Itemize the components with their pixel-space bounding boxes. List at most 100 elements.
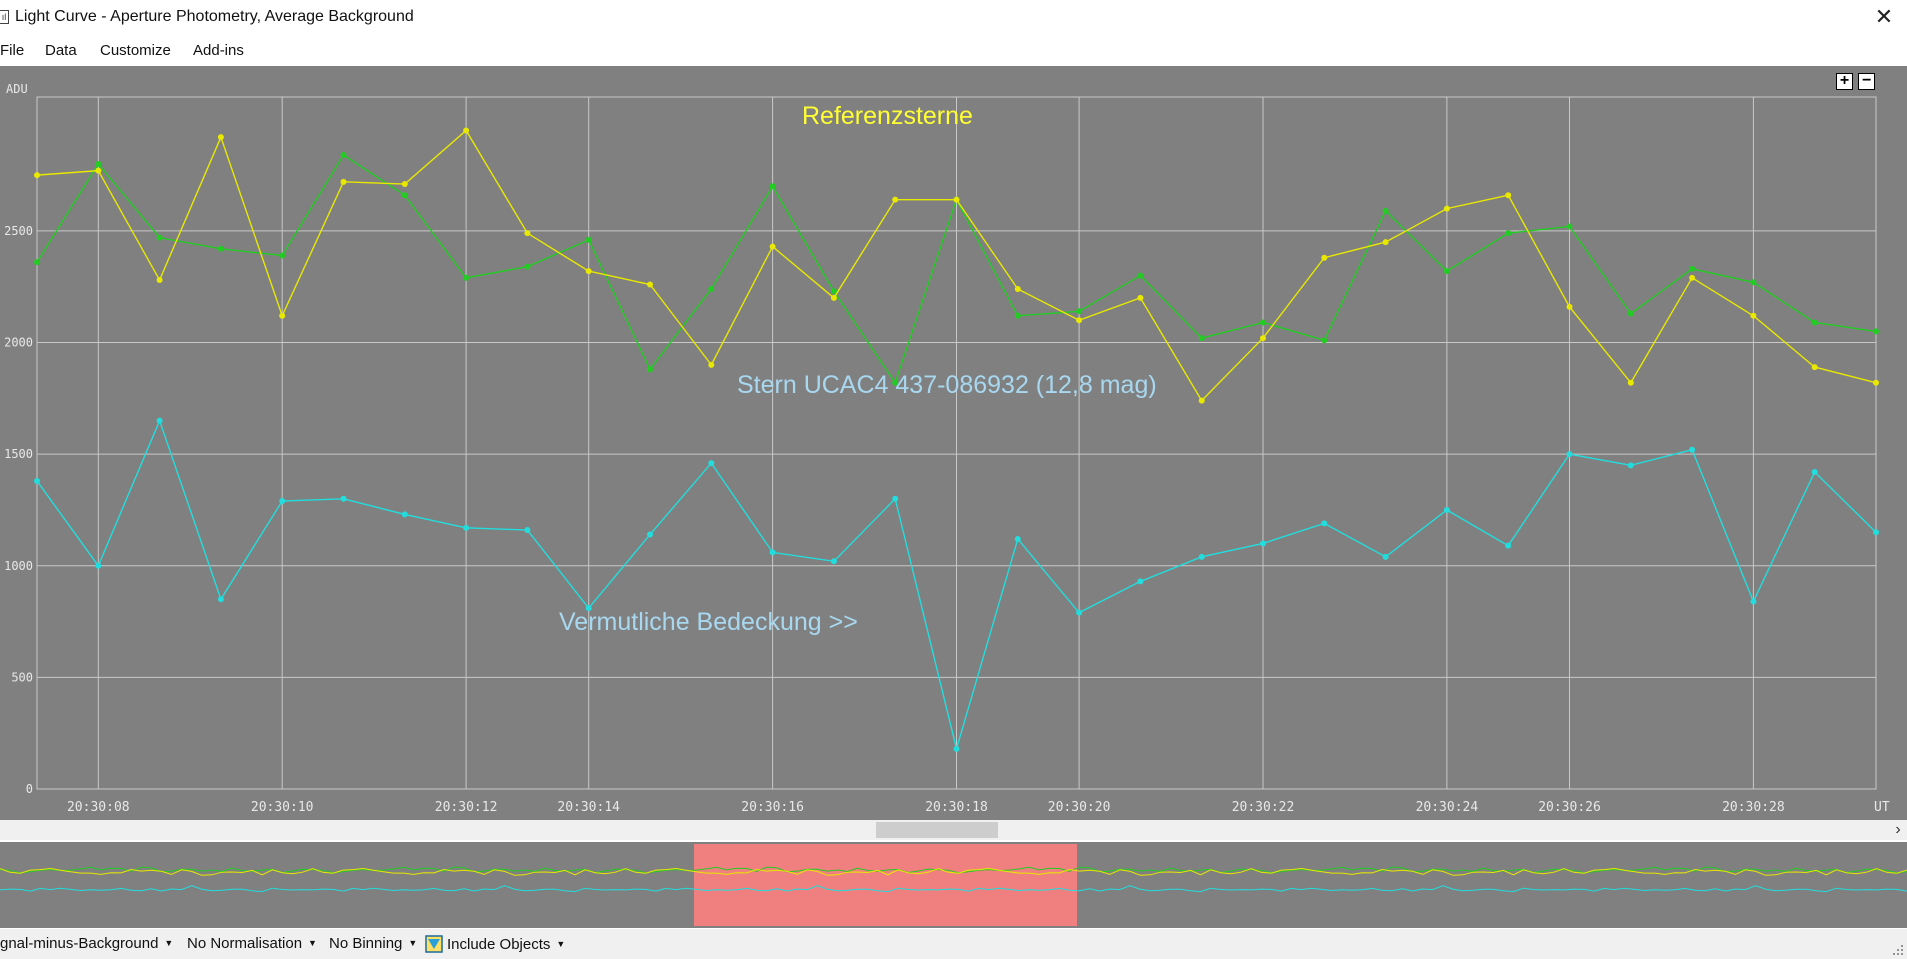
- data-point: [830, 294, 837, 301]
- data-point: [95, 562, 102, 569]
- data-point: [463, 274, 470, 281]
- data-point: [1627, 462, 1634, 469]
- data-point: [1260, 540, 1266, 547]
- data-point: [524, 230, 531, 237]
- data-point: [217, 596, 224, 603]
- data-point: [830, 288, 837, 295]
- data-point: [1505, 192, 1512, 199]
- data-point: [1076, 609, 1083, 616]
- include-objects-icon: [425, 935, 443, 953]
- data-point: [953, 745, 960, 752]
- menu-add-ins[interactable]: Add-ins: [193, 42, 244, 59]
- data-point: [647, 366, 653, 373]
- data-point: [1382, 239, 1389, 246]
- data-point: [156, 234, 163, 241]
- menu-file[interactable]: File: [0, 42, 25, 59]
- data-point: [340, 178, 347, 185]
- data-point: [1321, 337, 1328, 344]
- data-point: [217, 245, 224, 252]
- overview-series-line: [0, 885, 1907, 893]
- data-point: [830, 558, 837, 565]
- data-point: [463, 524, 470, 531]
- menu-data[interactable]: Data: [45, 42, 77, 59]
- zoom-in-button[interactable]: +: [1836, 73, 1853, 90]
- window-title: Light Curve - Aperture Photometry, Avera…: [15, 8, 414, 25]
- dropdown-caret-icon: ▼: [164, 938, 174, 948]
- x-tick-label: 20:30:16: [741, 800, 804, 815]
- overview-selection: [694, 844, 1077, 926]
- overview-series-line: [0, 867, 1907, 876]
- binning-label: No Binning: [329, 935, 403, 952]
- overview-strip[interactable]: [0, 842, 1907, 928]
- data-point: [1566, 451, 1573, 458]
- overview-plot: [0, 844, 1907, 926]
- data-point: [1260, 319, 1266, 326]
- data-point: [1811, 319, 1818, 326]
- title-bar: ıl Light Curve - Aperture Photometry, Av…: [0, 0, 1907, 34]
- data-point: [585, 236, 592, 243]
- resize-grip-icon[interactable]: [1892, 944, 1904, 956]
- data-point: [892, 196, 899, 203]
- data-point: [1198, 335, 1205, 342]
- data-point: [708, 285, 715, 292]
- zoom-out-button[interactable]: −: [1858, 73, 1875, 90]
- data-point: [708, 460, 715, 467]
- data-point: [340, 152, 347, 159]
- y-tick-label: 1000: [4, 559, 33, 573]
- signal-mode-dropdown[interactable]: gnal-minus-Background ▼: [0, 935, 173, 952]
- data-point: [401, 511, 408, 518]
- x-tick-label: 20:30:08: [67, 800, 130, 815]
- chart-icon: ıl: [0, 10, 9, 24]
- data-point: [892, 495, 899, 502]
- data-point: [1382, 553, 1389, 560]
- status-bar: gnal-minus-Background ▼ No Normalisation ▼…: [0, 929, 1907, 959]
- data-point: [1689, 265, 1696, 272]
- data-point: [1627, 379, 1634, 386]
- y-tick-label: 0: [26, 782, 33, 796]
- data-point: [156, 277, 163, 284]
- normalisation-label: No Normalisation: [187, 935, 303, 952]
- data-point: [1014, 285, 1021, 292]
- binning-dropdown[interactable]: No Binning ▼: [329, 935, 417, 952]
- close-button[interactable]: ✕: [1874, 4, 1894, 29]
- data-point: [1137, 272, 1144, 279]
- data-point: [1750, 279, 1757, 286]
- dropdown-caret-icon: ▼: [408, 938, 418, 948]
- data-point: [34, 477, 40, 484]
- data-point: [647, 281, 653, 288]
- data-point: [279, 498, 286, 505]
- data-point: [1627, 310, 1634, 317]
- data-point: [1750, 312, 1757, 319]
- y-axis-label: ADU: [6, 82, 28, 96]
- x-axis-label: UT: [1874, 800, 1890, 815]
- x-tick-label: 20:30:18: [925, 800, 988, 815]
- scrollbar-thumb[interactable]: [876, 822, 998, 838]
- data-point: [1873, 328, 1879, 335]
- data-point: [1443, 205, 1450, 212]
- data-point: [1198, 553, 1205, 560]
- include-objects-dropdown[interactable]: Include Objects ▼: [425, 935, 565, 953]
- data-point: [279, 312, 286, 319]
- x-tick-label: 20:30:28: [1722, 800, 1785, 815]
- scroll-right-arrow-icon[interactable]: ›: [1895, 821, 1901, 838]
- normalisation-dropdown[interactable]: No Normalisation ▼: [187, 935, 317, 952]
- y-tick-label: 2500: [4, 224, 33, 238]
- data-point: [1750, 598, 1757, 605]
- y-tick-label: 2000: [4, 336, 33, 350]
- x-tick-label: 20:30:10: [251, 800, 314, 815]
- light-curve-chart[interactable]: 0 500 1000 1500 2000 2500 20:30:08 20:30:10 20:3…: [0, 66, 1907, 824]
- data-point: [1014, 535, 1021, 542]
- data-point: [769, 549, 776, 556]
- data-point: [892, 379, 899, 386]
- data-point: [953, 196, 960, 203]
- data-point: [156, 417, 163, 424]
- y-tick-label: 500: [11, 670, 33, 684]
- horizontal-scrollbar[interactable]: ›: [0, 820, 1907, 840]
- data-point: [585, 268, 592, 275]
- data-point: [1198, 397, 1205, 404]
- data-point: [647, 531, 653, 538]
- data-point: [401, 192, 408, 199]
- data-point: [34, 259, 40, 266]
- menu-customize[interactable]: Customize: [100, 42, 171, 59]
- data-point: [1443, 506, 1450, 513]
